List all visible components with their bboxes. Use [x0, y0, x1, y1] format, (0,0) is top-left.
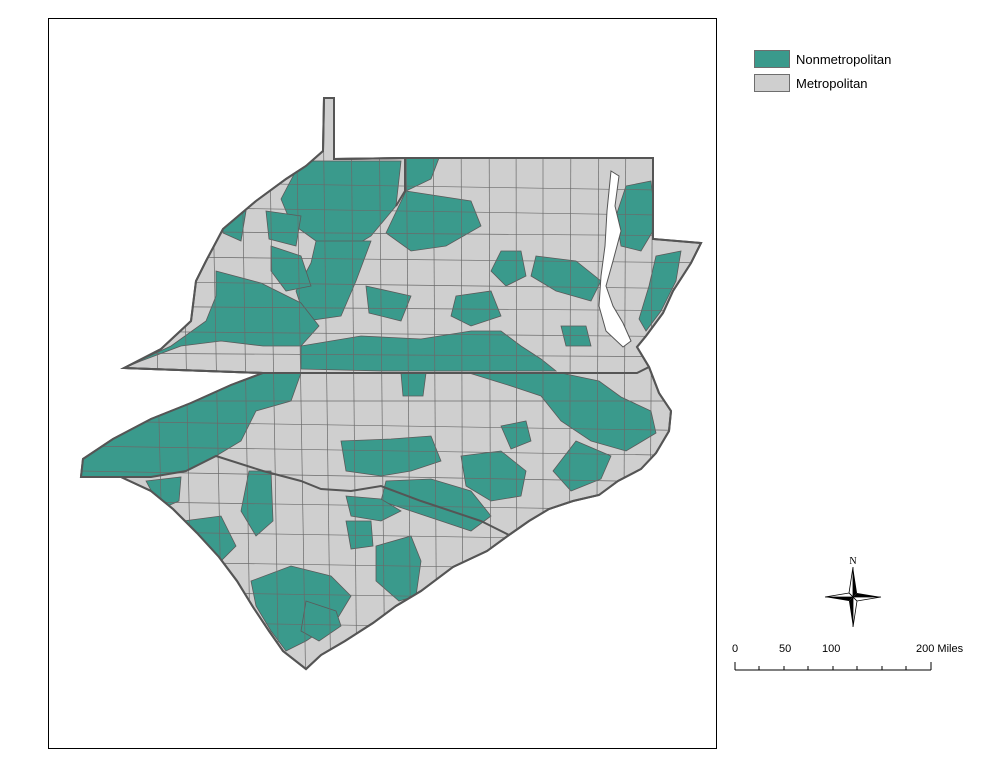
legend-item-metro: Metropolitan [754, 71, 891, 95]
scale-bar: 0 50 100 200 Miles [728, 640, 978, 680]
county-map[interactable] [49, 19, 716, 748]
legend-label-nonmetro: Nonmetropolitan [796, 51, 892, 67]
legend-item-nonmetro: Nonmetropolitan [754, 47, 891, 71]
chesapeake-bay [598, 170, 632, 348]
legend: Nonmetropolitan Metropolitan [754, 47, 891, 95]
map-frame [48, 18, 717, 749]
compass-rose-icon [824, 566, 882, 628]
scale-bar-ruler [734, 662, 932, 671]
legend-swatch-metro [754, 74, 790, 92]
legend-swatch-nonmetro [754, 50, 790, 68]
scale-label-0: 0 [732, 643, 739, 655]
land-outline [79, 97, 703, 671]
north-label: N [849, 556, 856, 567]
scale-label-50: 50 [779, 643, 792, 655]
scale-label-200: 200 Miles [916, 643, 964, 655]
north-arrow: N [824, 555, 882, 628]
scale-label-100: 100 [822, 643, 841, 655]
legend-label-metro: Metropolitan [796, 75, 868, 91]
